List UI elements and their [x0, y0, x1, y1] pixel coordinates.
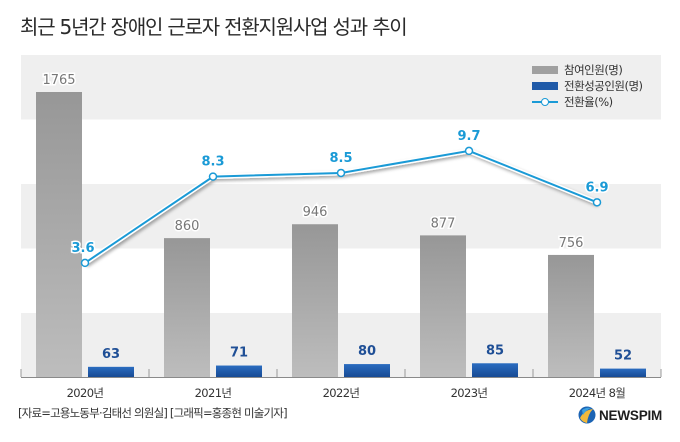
rate-point — [80, 258, 90, 268]
bar-success — [88, 366, 134, 377]
rate-point — [592, 198, 602, 207]
data-label-success: 71 — [230, 346, 248, 361]
legend-label: 참여인원(명) — [564, 63, 623, 77]
data-label-participants: 1765 — [42, 73, 75, 88]
data-label-participants: 756 — [559, 236, 584, 251]
x-tick-label: 2021년 — [195, 386, 232, 400]
x-tick-label: 2020년 — [67, 386, 104, 400]
data-label-rate: 6.9 — [585, 180, 608, 195]
legend-label: 전환율(%) — [564, 95, 613, 109]
source-credit: [자료=고용노동부·김태선 의원실] [그래픽=홍종현 미술기자] — [18, 406, 288, 420]
bar-participants — [420, 235, 466, 377]
data-label-participants: 946 — [303, 205, 328, 220]
bar-participants — [36, 92, 82, 377]
data-label-success: 63 — [102, 347, 120, 362]
bar-participants — [548, 254, 594, 377]
data-label-participants: 877 — [431, 216, 456, 231]
rate-point — [464, 146, 474, 156]
bar-success — [600, 368, 646, 377]
legend-swatch-blue — [532, 82, 558, 90]
legend-label: 전환성공인원(명) — [564, 79, 643, 93]
data-label-rate: 3.6 — [71, 241, 94, 256]
newspim-globe-icon — [578, 406, 596, 424]
legend-item-success: 전환성공인원(명) — [532, 78, 643, 94]
x-tick-label: 2024년 8월 — [569, 386, 626, 400]
rate-point — [208, 172, 218, 181]
data-label-rate: 8.3 — [201, 155, 224, 170]
logo-text: NEWSPIM — [599, 407, 663, 423]
data-label-success: 80 — [358, 344, 376, 359]
chart-title: 최근 5년간 장애인 근로자 전환지원사업 성과 추이 — [20, 15, 408, 39]
rate-point — [336, 168, 346, 178]
legend-line-marker-icon — [532, 97, 558, 107]
legend: 참여인원(명) 전환성공인원(명) 전환율(%) — [532, 62, 643, 110]
legend-item-participants: 참여인원(명) — [532, 62, 643, 78]
bar-participants — [164, 238, 210, 377]
bar-success — [472, 363, 518, 377]
grid-band — [21, 184, 661, 249]
bar-success — [344, 364, 390, 377]
data-label-success: 85 — [486, 343, 504, 358]
bar-participants — [292, 224, 338, 377]
data-label-success: 52 — [614, 349, 632, 364]
data-label-rate: 9.7 — [457, 129, 480, 144]
data-label-rate: 8.5 — [329, 151, 352, 166]
data-label-participants: 860 — [175, 219, 200, 234]
x-tick-label: 2023년 — [451, 386, 488, 400]
bar-success — [216, 365, 262, 377]
legend-item-rate: 전환율(%) — [532, 94, 643, 110]
newspim-logo: NEWSPIM — [578, 406, 662, 424]
x-tick-label: 2022년 — [323, 386, 360, 400]
legend-swatch-gray — [532, 66, 558, 74]
